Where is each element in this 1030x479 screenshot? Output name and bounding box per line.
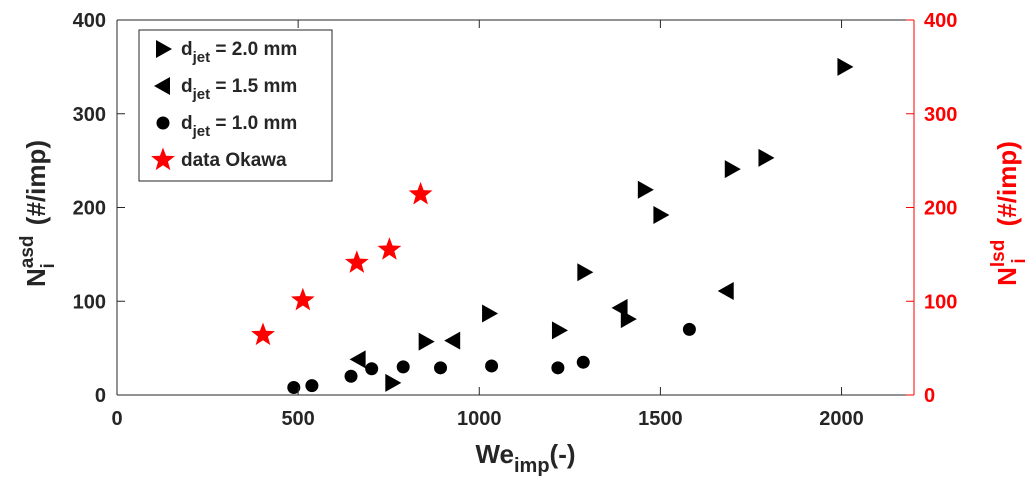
axis-labels: Weimp(-) Nasdi(#/imp) Nlsdi(#/imp)	[17, 140, 1030, 477]
legend-box	[138, 29, 333, 182]
x-tick-label: 2000	[819, 408, 864, 430]
y-axis-label-left: Nasdi(#/imp)	[17, 140, 59, 287]
legend-marker-circle	[156, 116, 170, 130]
y-axis-label-left-text: Nasdi(#/imp)	[17, 140, 59, 287]
data-point-star	[344, 250, 369, 273]
y-tick-label-left: 0	[95, 385, 106, 407]
legend-label: data Okawa	[181, 150, 287, 171]
y-tick-label-right: 0	[924, 385, 935, 407]
legend: djet = 2.0 mm djet = 1.5 mm djet = 1.0 mm d…	[138, 29, 333, 182]
x-tick-label: 500	[281, 408, 314, 430]
data-point-triangle-right	[551, 321, 568, 340]
data-point-triangle-right	[418, 332, 435, 351]
data-point-triangle-left	[611, 298, 628, 317]
y-tick-label-right: 200	[924, 198, 957, 220]
data-point-circle	[344, 369, 358, 383]
data-point-star	[290, 287, 315, 311]
data-point-triangle-right	[653, 206, 670, 224]
x-axis-label: Weimp(-)	[475, 439, 575, 477]
legend-label: djet = 1.5 mm	[181, 76, 297, 103]
data-point-triangle-right	[724, 160, 741, 179]
legend-marker-triangle-left	[154, 77, 170, 95]
x-tick-label: 1500	[638, 408, 683, 430]
data-point-star	[377, 237, 402, 260]
x-tick-label: 0	[111, 408, 122, 430]
data-point-triangle-left	[717, 281, 734, 300]
data-point-circle	[551, 361, 565, 375]
data-point-triangle-right	[385, 373, 402, 392]
y-tick-label-right: 400	[924, 10, 957, 32]
x-tick-label: 1000	[457, 408, 502, 430]
data-point-triangle-left	[444, 331, 461, 350]
data-point-circle	[287, 381, 301, 394]
data-point-triangle-right	[637, 180, 654, 199]
data-point-circle	[682, 322, 696, 336]
legend-label: djet = 2.0 mm	[181, 39, 297, 66]
y-tick-label-right: 100	[924, 291, 957, 313]
legend-label: djet = 1.0 mm	[181, 113, 297, 140]
data-point-triangle-right	[837, 57, 854, 76]
y-tick-label-left: 400	[73, 10, 106, 32]
data-point-circle	[485, 359, 499, 373]
data-point-circle	[305, 379, 319, 393]
data-point-star	[251, 322, 275, 346]
data-markers	[251, 57, 854, 394]
data-point-triangle-left	[349, 350, 366, 369]
data-point-circle	[396, 360, 410, 374]
data-point-circle	[434, 361, 448, 375]
data-point-triangle-right	[758, 148, 775, 167]
y-tick-label-right: 300	[924, 104, 957, 126]
legend-marker-triangle-right	[156, 40, 172, 58]
legend-marker-star	[151, 147, 175, 171]
data-point-triangle-right	[577, 263, 594, 282]
y-tick-label-left: 200	[73, 198, 106, 220]
data-point-star	[408, 181, 433, 205]
y-axis-label-right-text: Nlsdi(#/imp)	[988, 141, 1030, 286]
data-point-circle	[365, 362, 379, 376]
data-point-triangle-right	[482, 304, 499, 323]
data-point-circle	[576, 355, 590, 369]
y-tick-label-left: 100	[73, 291, 106, 313]
y-tick-label-left: 300	[73, 104, 106, 126]
y-axis-label-right: Nlsdi(#/imp)	[988, 141, 1030, 286]
